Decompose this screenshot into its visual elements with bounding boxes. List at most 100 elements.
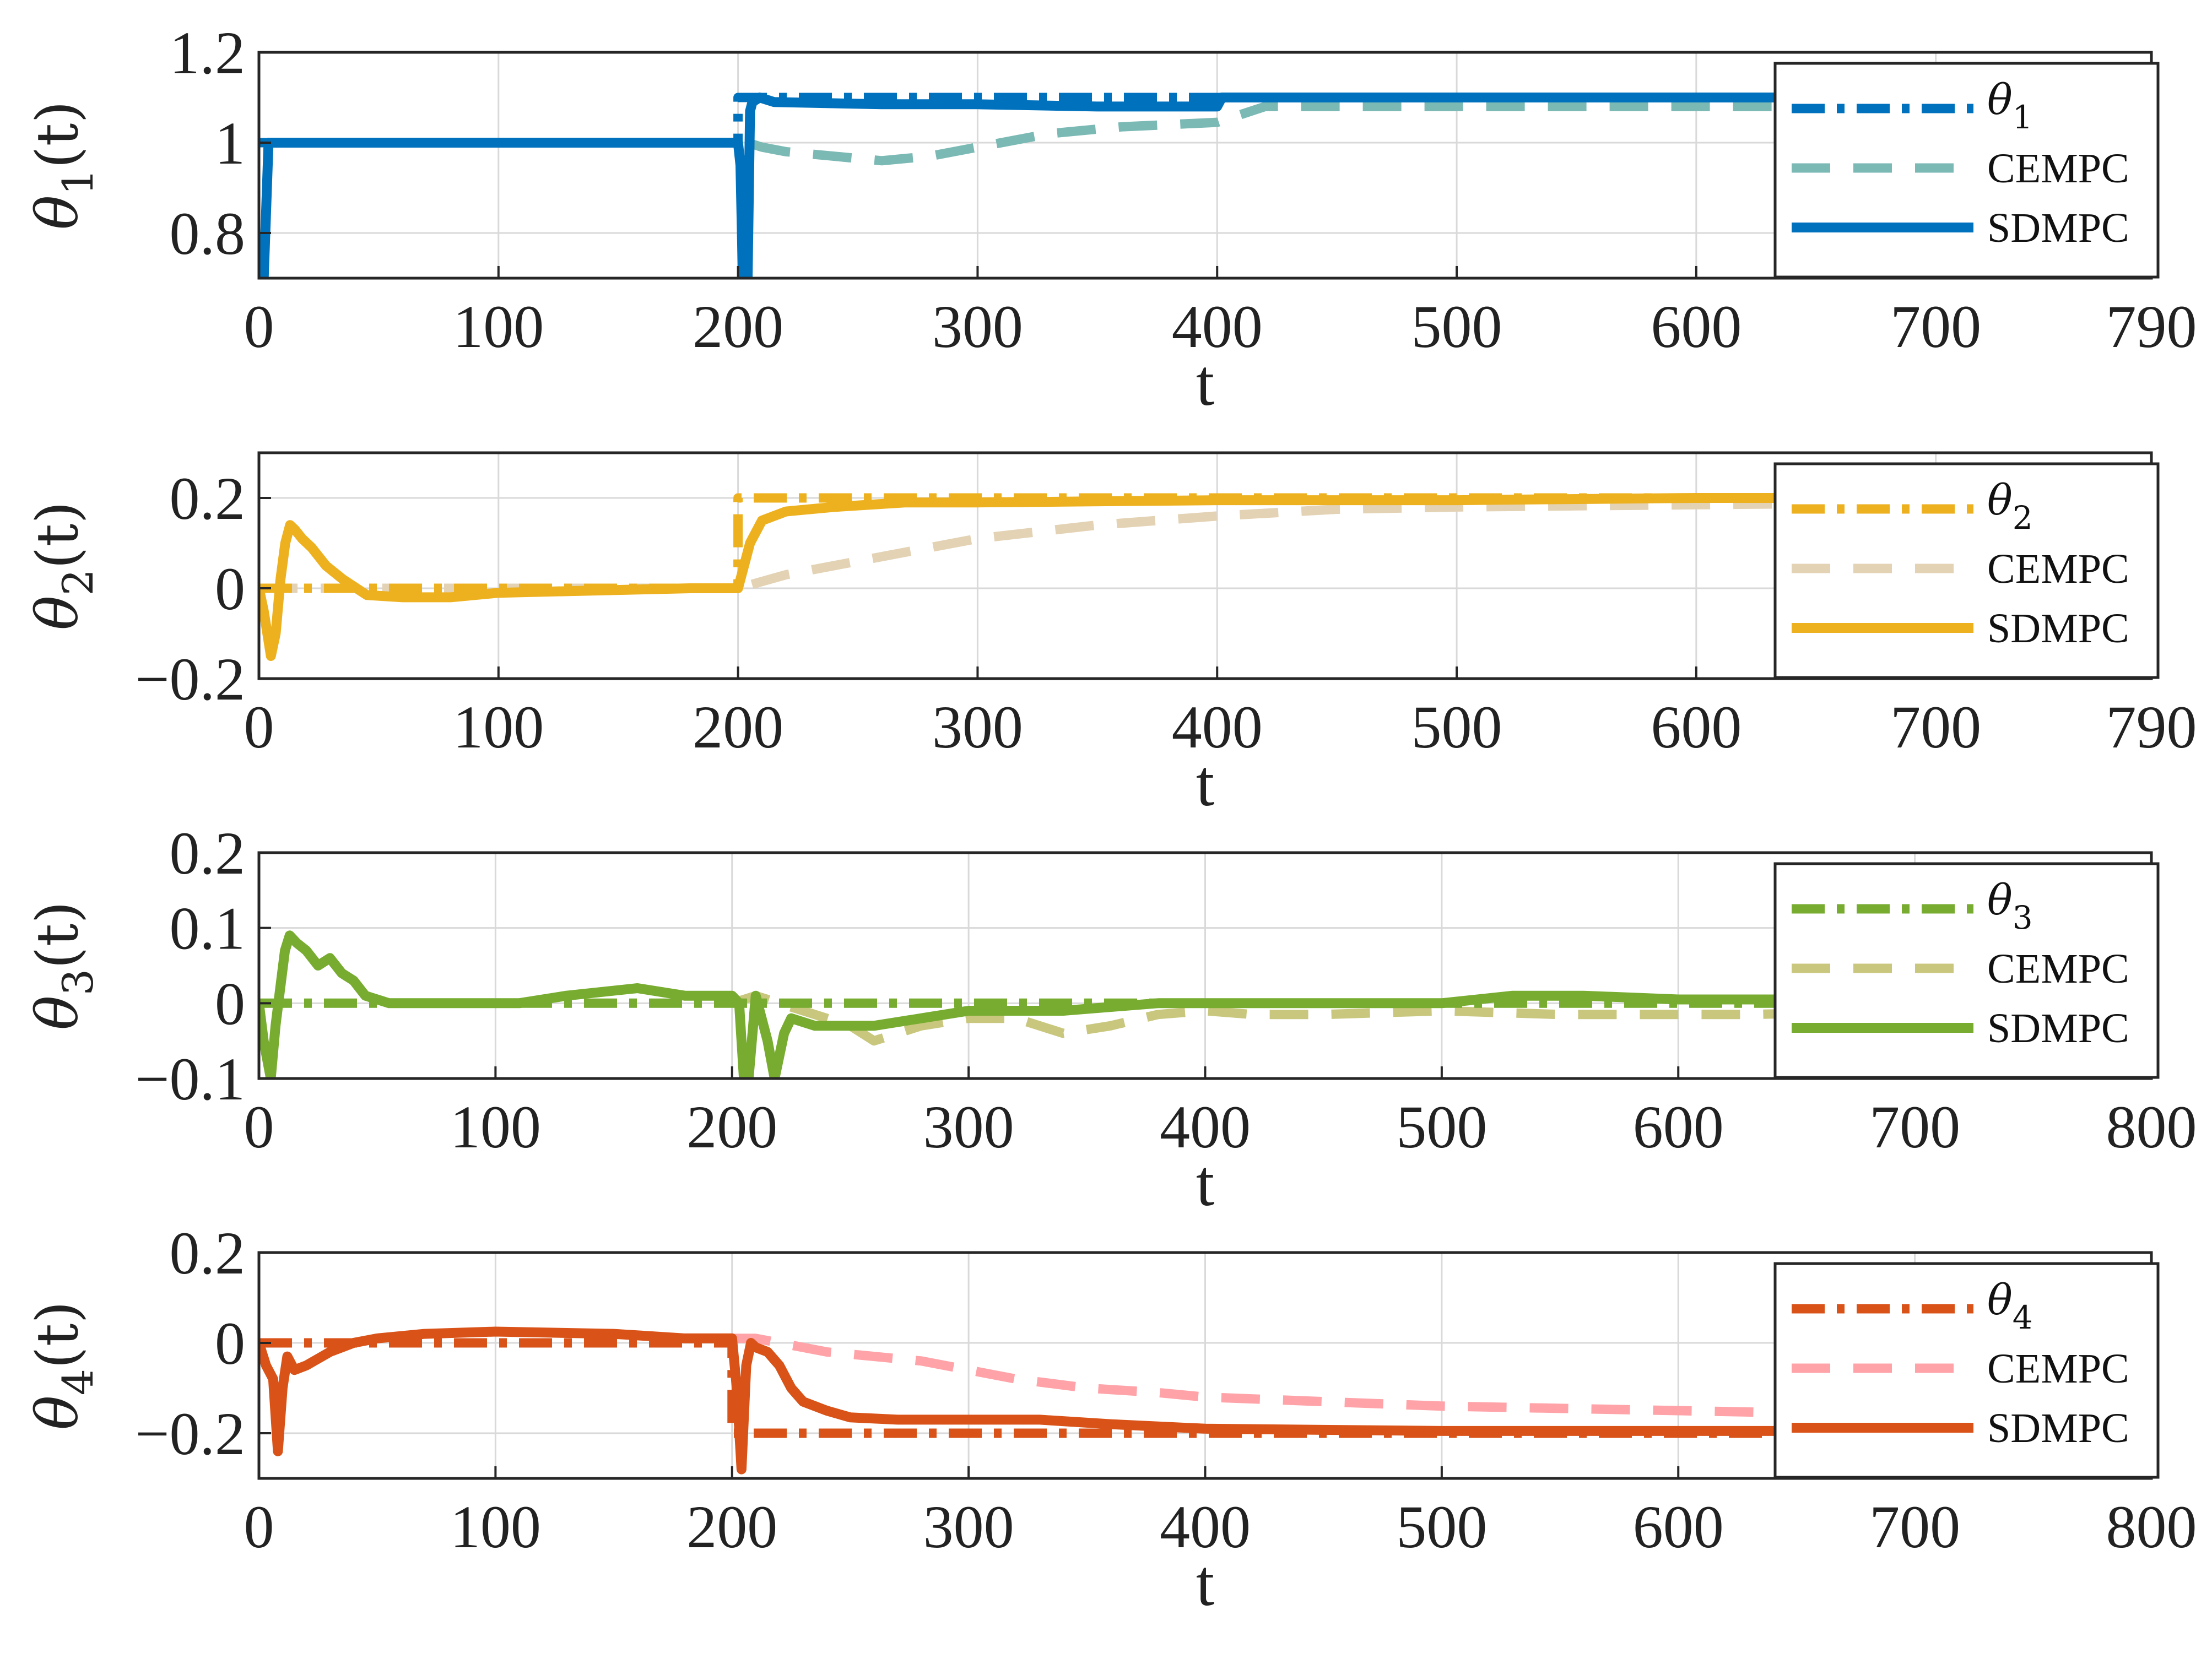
y-tick-label: −0.1 — [135, 1045, 245, 1113]
legend-symbol: θ — [1987, 1275, 2013, 1324]
series-group — [259, 493, 2151, 661]
series-line-θ2 — [259, 493, 2151, 593]
legend-box — [1773, 862, 2160, 1079]
legend-box — [1773, 1262, 2160, 1479]
x-tick-label: 200 — [686, 1493, 777, 1560]
panel-2: 0 100 200 300 400 500 600 700 790−0.200.2tθ2(t)θ… — [24, 451, 2197, 820]
y-label-subscript: 4 — [53, 1369, 102, 1395]
legend-subscript: 2 — [2013, 499, 2033, 536]
x-tick-label: 500 — [1411, 293, 1502, 360]
y-tick-label: 0 — [215, 555, 245, 622]
y-label-symbol: θ — [24, 1395, 91, 1430]
x-tick-label: 800 — [2106, 1493, 2197, 1560]
x-tick-label: 700 — [1869, 1493, 1960, 1560]
y-tick-label: 1 — [215, 110, 245, 177]
y-tick-label: −0.2 — [135, 1400, 245, 1467]
legend-label: CEMPC — [1987, 1346, 2129, 1392]
y-tick-label: 0 — [215, 970, 245, 1037]
x-axis-label: t — [1196, 346, 1214, 419]
legend-box — [1773, 462, 2160, 679]
y-axis-label: θ1(t) — [24, 101, 102, 230]
x-tick-label: 500 — [1411, 693, 1502, 761]
x-tick-label: 300 — [932, 293, 1023, 360]
series-line-cempc — [732, 1334, 2151, 1420]
legend-label: SDMPC — [1987, 1005, 2129, 1052]
panel-3: 0 100 200 300 400 500 600 700 800−0.100.10.2tθ3(… — [24, 820, 2197, 1220]
legend-label: θ1 — [1987, 75, 2033, 136]
x-tick-label: 700 — [1890, 293, 1981, 360]
y-tick-label: −0.2 — [135, 646, 245, 713]
x-tick-label: 100 — [453, 293, 544, 360]
x-tick-label: 100 — [450, 1493, 541, 1560]
x-tick-label: 700 — [1869, 1093, 1960, 1161]
legend-symbol: θ — [1987, 875, 2013, 924]
y-tick-label: 0.2 — [170, 820, 246, 887]
legend-subscript: 4 — [2013, 1299, 2033, 1336]
y-label-symbol: θ — [24, 195, 91, 230]
series-line-sdmpc — [259, 93, 2151, 278]
series-group — [259, 1326, 2151, 1475]
x-tick-label: 600 — [1651, 293, 1742, 360]
series-line-cempc — [731, 991, 2151, 1046]
series-line-cempc — [259, 101, 2151, 166]
y-tick-label: 1.2 — [170, 19, 246, 86]
x-tick-label: 200 — [686, 1093, 777, 1161]
y-tick-label: 0.8 — [170, 200, 246, 267]
y-label-subscript: 3 — [53, 969, 102, 995]
x-tick-label: 790 — [2106, 293, 2197, 360]
y-label-symbol: θ — [24, 995, 91, 1030]
legend-label: CEMPC — [1987, 946, 2129, 992]
legend-label: SDMPC — [1987, 1405, 2129, 1451]
y-label-tail: (t) — [24, 501, 91, 569]
y-label-subscript: 2 — [53, 569, 102, 595]
x-tick-label: 0 — [244, 693, 274, 761]
x-tick-label: 300 — [923, 1493, 1014, 1560]
y-axis-label: θ4(t) — [24, 1301, 102, 1430]
x-axis-label: t — [1196, 1546, 1214, 1619]
series-line-sdmpc — [259, 493, 2151, 661]
panel-4: 0 100 200 300 400 500 600 700 800−0.200.2tθ4(t)θ… — [24, 1220, 2197, 1619]
x-tick-label: 200 — [693, 693, 783, 761]
y-label-tail: (t) — [24, 1301, 91, 1369]
x-tick-label: 600 — [1633, 1093, 1724, 1161]
legend-label: SDMPC — [1987, 605, 2129, 652]
x-tick-label: 500 — [1396, 1493, 1487, 1560]
legend-label: θ4 — [1987, 1275, 2033, 1336]
x-tick-label: 600 — [1651, 693, 1742, 761]
series-line-sdmpc — [259, 1326, 2151, 1475]
y-axis-label: θ3(t) — [24, 901, 102, 1030]
x-tick-label: 100 — [453, 693, 544, 761]
series-line-cempc — [259, 497, 2151, 593]
x-tick-label: 300 — [932, 693, 1023, 761]
panel-1: 0 100 200 300 400 500 600 700 7900.811.2tθ1(t)θ1… — [24, 19, 2197, 419]
legend-label: CEMPC — [1987, 145, 2129, 192]
legend: θ1 CEMPC SDMPC — [1773, 62, 2160, 279]
x-tick-label: 790 — [2106, 693, 2197, 761]
x-tick-label: 300 — [923, 1093, 1014, 1161]
y-tick-label: 0 — [215, 1310, 245, 1377]
legend-label: θ3 — [1987, 875, 2033, 936]
x-tick-label: 800 — [2106, 1093, 2197, 1161]
x-tick-label: 0 — [244, 1093, 274, 1161]
x-tick-label: 500 — [1396, 1093, 1487, 1161]
y-label-tail: (t) — [24, 101, 91, 169]
x-tick-label: 400 — [1160, 1093, 1251, 1161]
legend: θ3 CEMPC SDMPC — [1773, 862, 2160, 1079]
x-tick-label: 400 — [1172, 693, 1263, 761]
y-label-symbol: θ — [24, 595, 91, 630]
legend-label: θ2 — [1987, 475, 2033, 536]
legend-symbol: θ — [1987, 475, 2013, 524]
x-tick-label: 700 — [1890, 693, 1981, 761]
series-line-sdmpc — [259, 930, 2151, 1078]
x-tick-label: 200 — [693, 293, 783, 360]
legend: θ4 CEMPC SDMPC — [1773, 1262, 2160, 1479]
legend: θ2 CEMPC SDMPC — [1773, 462, 2160, 679]
series-line-θ1 — [259, 93, 2151, 148]
legend-symbol: θ — [1987, 75, 2013, 124]
x-tick-label: 100 — [450, 1093, 541, 1161]
x-tick-label: 600 — [1633, 1493, 1724, 1560]
y-label-subscript: 1 — [53, 169, 102, 195]
y-axis-label: θ2(t) — [24, 501, 102, 630]
y-tick-label: 0.2 — [170, 465, 246, 532]
